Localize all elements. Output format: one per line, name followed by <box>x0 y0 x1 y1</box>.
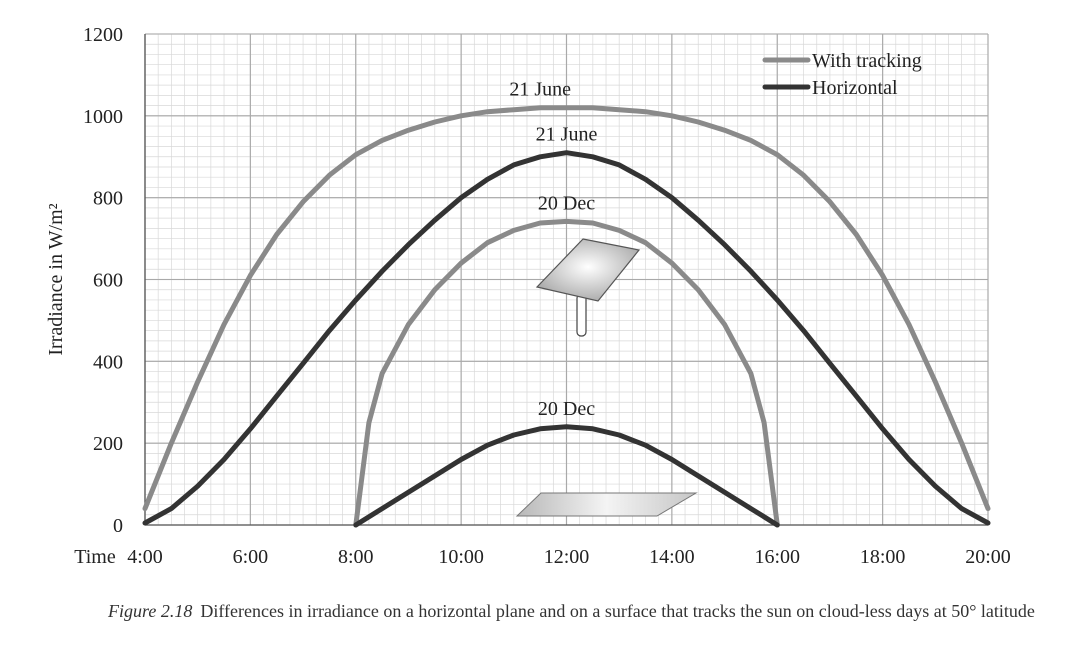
figure-label: Figure 2.18 <box>108 601 193 621</box>
axes: 0 200 400 600 800 1000 1200 4:00 6:00 8:00 10:00 12… <box>45 24 1011 568</box>
series-annotation: 20 Dec <box>538 192 595 214</box>
y-tick-label: 800 <box>93 188 123 210</box>
y-tick-label: 400 <box>93 351 123 373</box>
y-tick-label: 0 <box>113 515 123 537</box>
legend-label: Horizontal <box>812 77 898 99</box>
x-tick-label: 12:00 <box>544 546 590 568</box>
x-tick-label: 14:00 <box>649 546 695 568</box>
series-line <box>353 424 780 528</box>
x-tick-label: 10:00 <box>438 546 484 568</box>
caption-text: Differences in irradiance on a horizonta… <box>200 601 1035 621</box>
x-axis-label: Time <box>74 546 116 568</box>
horizontal-solar-panel <box>515 492 698 517</box>
legend: With tracking Horizontal <box>762 50 922 99</box>
y-tick-label: 600 <box>93 270 123 292</box>
chart-svg: 0 200 400 600 800 1000 1200 4:00 6:00 8:00 10:00 12… <box>45 24 1011 568</box>
annotations: 21 June 21 June 20 Dec 20 Dec <box>509 79 597 420</box>
chart: 0 200 400 600 800 1000 1200 4:00 6:00 8:00 10:00 12… <box>45 24 1011 568</box>
tracking-panel-post <box>576 293 587 337</box>
series-line <box>142 150 991 526</box>
series-line <box>142 105 991 512</box>
x-tick-label: 16:00 <box>754 546 800 568</box>
series-line <box>353 218 780 528</box>
legend-label: With tracking <box>812 50 922 72</box>
panel-illustrations <box>515 238 698 517</box>
series-lines <box>142 105 991 528</box>
series-annotation: 21 June <box>509 79 571 101</box>
y-tick-label: 1000 <box>83 106 123 128</box>
y-tick-label: 200 <box>93 433 123 455</box>
y-axis-label: Irradiance in W/m² <box>45 203 67 355</box>
series-annotation: 20 Dec <box>538 398 595 420</box>
y-tick-label: 1200 <box>83 24 123 46</box>
x-tick-label: 8:00 <box>338 546 374 568</box>
series-annotation: 21 June <box>536 124 598 146</box>
x-tick-label: 4:00 <box>127 546 163 568</box>
tracking-solar-panel <box>535 238 641 302</box>
x-tick-label: 6:00 <box>233 546 269 568</box>
figure-caption: Figure 2.18 Differences in irradiance on … <box>108 600 1048 622</box>
x-tick-label: 18:00 <box>860 546 906 568</box>
x-tick-label: 20:00 <box>965 546 1011 568</box>
